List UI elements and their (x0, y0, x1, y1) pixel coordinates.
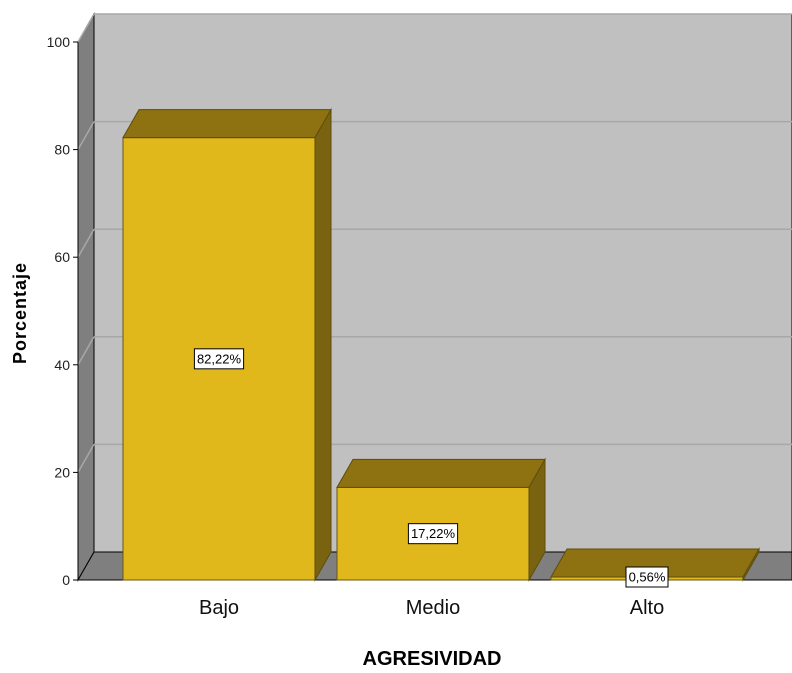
gridline (77, 121, 95, 150)
bar-side-alto (742, 547, 760, 582)
y-tick-label: 60 (54, 249, 70, 265)
x-axis-title: AGRESIVIDAD (363, 648, 502, 670)
y-axis: 0 20 40 60 80 100 (47, 34, 79, 588)
data-label: 17,22% (411, 526, 456, 541)
data-labels: 82,22% 17,22% 0,56% (193, 348, 669, 588)
data-label: 0,56% (629, 570, 666, 585)
data-label-box (407, 523, 459, 545)
data-label-box (625, 566, 669, 588)
gridline (77, 336, 95, 366)
gridline (77, 228, 95, 258)
data-label: 82,22% (197, 351, 242, 366)
y-tick-label: 40 (54, 357, 70, 373)
y-tick-label: 100 (47, 34, 71, 50)
x-tick-label: Alto (630, 597, 664, 619)
x-tick-label: Medio (406, 597, 460, 619)
gridline (77, 444, 95, 473)
x-tick-label: Bajo (199, 597, 239, 619)
y-tick-label: 0 (62, 572, 70, 588)
bars (122, 107, 760, 582)
bar-side-medio (528, 457, 546, 582)
bar-top-bajo (122, 109, 332, 139)
x-axis-categories: Bajo Medio Alto (199, 597, 664, 619)
bar-top-medio (336, 458, 546, 488)
side-wall (77, 12, 95, 582)
gridline (77, 13, 95, 43)
data-label-box (193, 348, 245, 370)
y-axis-title: Porcentaje (10, 262, 30, 364)
y-tick-label: 20 (54, 464, 70, 480)
y-tick-label: 80 (54, 142, 70, 158)
bar-side-bajo (314, 107, 332, 582)
